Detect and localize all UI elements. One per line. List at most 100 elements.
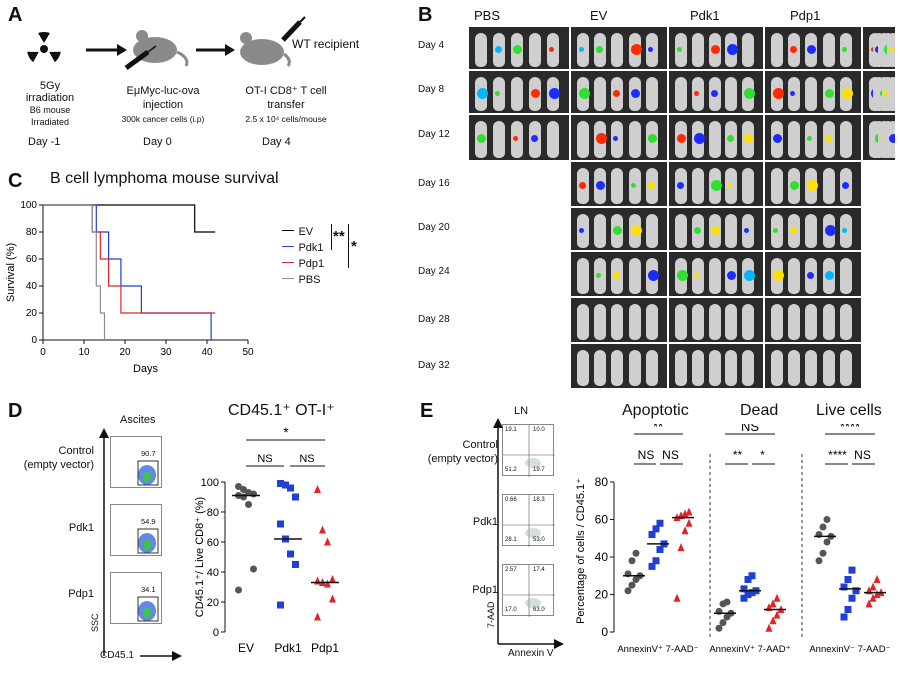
mouse-silhouette [771,168,783,204]
mouse-silhouette [839,350,852,386]
imaging-cell [570,297,668,343]
mouse-silhouette [529,33,541,67]
mouse-silhouette [771,304,783,340]
wt-recipient-label: WT recipient [292,37,360,51]
mouse-silhouette [675,350,687,386]
mouse-silhouette [725,304,738,340]
data-point-pdk1 [292,493,299,501]
luminescence-signal [596,45,604,53]
luminescence-signal [773,227,778,233]
data-point-pdp1 [319,525,326,534]
x-group-label: AnnexinV⁺ 7-AAD⁻ [617,644,698,655]
x-tick-label: 10 [78,347,90,358]
data-point-pdp1 [329,575,336,583]
mouse-silhouette [788,304,801,340]
luminescence-signal [710,225,720,235]
luminescence-signal [495,45,502,53]
luminescence-signal [693,133,705,144]
data-point-pdp1 [773,593,781,602]
luminescence-signal [710,179,722,191]
mouse-silhouette [691,168,704,204]
data-point-control [823,538,831,546]
y-tick-label: 20 [595,588,609,602]
y-tick-label: 20 [26,308,38,319]
x-group-label: AnnexinV⁺ 7-AAD⁺ [709,644,790,655]
mouse-silhouette [805,77,818,111]
facs-d-axes [99,428,182,661]
luminescence-signal [477,134,486,143]
sig-label-right: NS [299,453,314,465]
luminescence-signal [773,87,784,99]
facs-d-plot: 54.9 [110,504,162,556]
data-point-pdk1 [648,562,656,570]
data-point-ev [250,565,257,573]
legend-item-pbs: PBS [282,270,324,286]
mouse-silhouette [822,33,835,67]
sig-label-right: NS [662,448,679,462]
facs-d-x-label: CD45.1 [100,650,134,661]
luminescence-signal [513,136,518,141]
step-1-text: 5Gy irradiation B6 mouse Irradiated [25,80,75,127]
mouse-silhouette [708,304,721,340]
data-point-pdk1 [848,566,856,574]
facs-e-label-control: Control (empty vector) [427,439,498,465]
luminescence-signal [579,181,586,189]
facs-e-axes [493,418,564,649]
sig-label-top: **** [840,424,860,434]
data-point-pdp1 [873,575,881,583]
y-tick-label: 0 [31,335,37,346]
mouse-transfer-icon [240,16,306,67]
facs-e-quadrant-value: 2.57 [505,567,517,573]
data-point-pdp1 [869,582,877,591]
mouse-silhouette [645,304,658,340]
mouse-silhouette [675,77,687,111]
luminescence-signal [841,227,847,233]
facs-e-plot: 0.66 18.3 28.1 53.0 [502,494,555,547]
imaging-cell [468,70,570,114]
luminescence-signal [596,272,602,278]
facs-e-quadrant-value: 17.0 [505,607,517,613]
mouse-silhouette [594,350,607,386]
mouse-silhouette [805,350,818,386]
luminescence-signal [824,270,834,280]
y-axis-label: Survival (%) [5,243,17,302]
y-tick-label: 60 [595,513,609,527]
y-tick-label: 80 [207,507,219,519]
data-point-control [823,516,831,523]
mouse-silhouette [708,350,721,386]
imaging-cell [764,343,862,389]
luminescence-signal [790,45,798,53]
mouse-silhouette [805,214,818,248]
mouse-silhouette [788,350,801,386]
row-label-day24: Day 24 [418,266,450,277]
timeline-graphic [27,16,306,71]
facs-d-gate-value: 90.7 [141,449,156,458]
sig-label-left: ** [733,448,743,462]
luminescence-signal [630,182,636,188]
data-point-pdk1 [740,585,748,593]
legend-item-pdk1: Pdk1 [282,238,324,254]
bioluminescence-grid [468,26,896,389]
x-tick-label: 30 [160,347,172,358]
facs-e-quadrant-value: 10.0 [533,427,545,433]
luminescence-signal [677,181,684,189]
sig-outer-label: * [351,238,357,255]
data-point-pdp1 [324,579,331,588]
facs-d-gate-value: 54.9 [141,517,156,526]
luminescence-signal [693,90,699,96]
sig-label-left: **** [828,448,847,462]
data-point-pdk1 [840,613,848,621]
facs-e-quadrant-value: 63.0 [533,607,545,613]
luminescence-signal [710,89,718,97]
data-point-pdk1 [287,484,294,492]
data-point-ev [245,501,252,508]
data-point-control [719,619,727,627]
legend-item-ev: EV [282,222,324,238]
col-header-pdk1: Pdk1 [690,8,720,23]
mouse-silhouette [645,77,658,111]
facs-e-quadrant-value: 19.1 [505,427,517,433]
arrow-2-icon [196,44,235,56]
luminescence-signal [790,180,800,190]
mouse-silhouette [839,304,852,340]
row-label-day20: Day 20 [418,222,450,233]
